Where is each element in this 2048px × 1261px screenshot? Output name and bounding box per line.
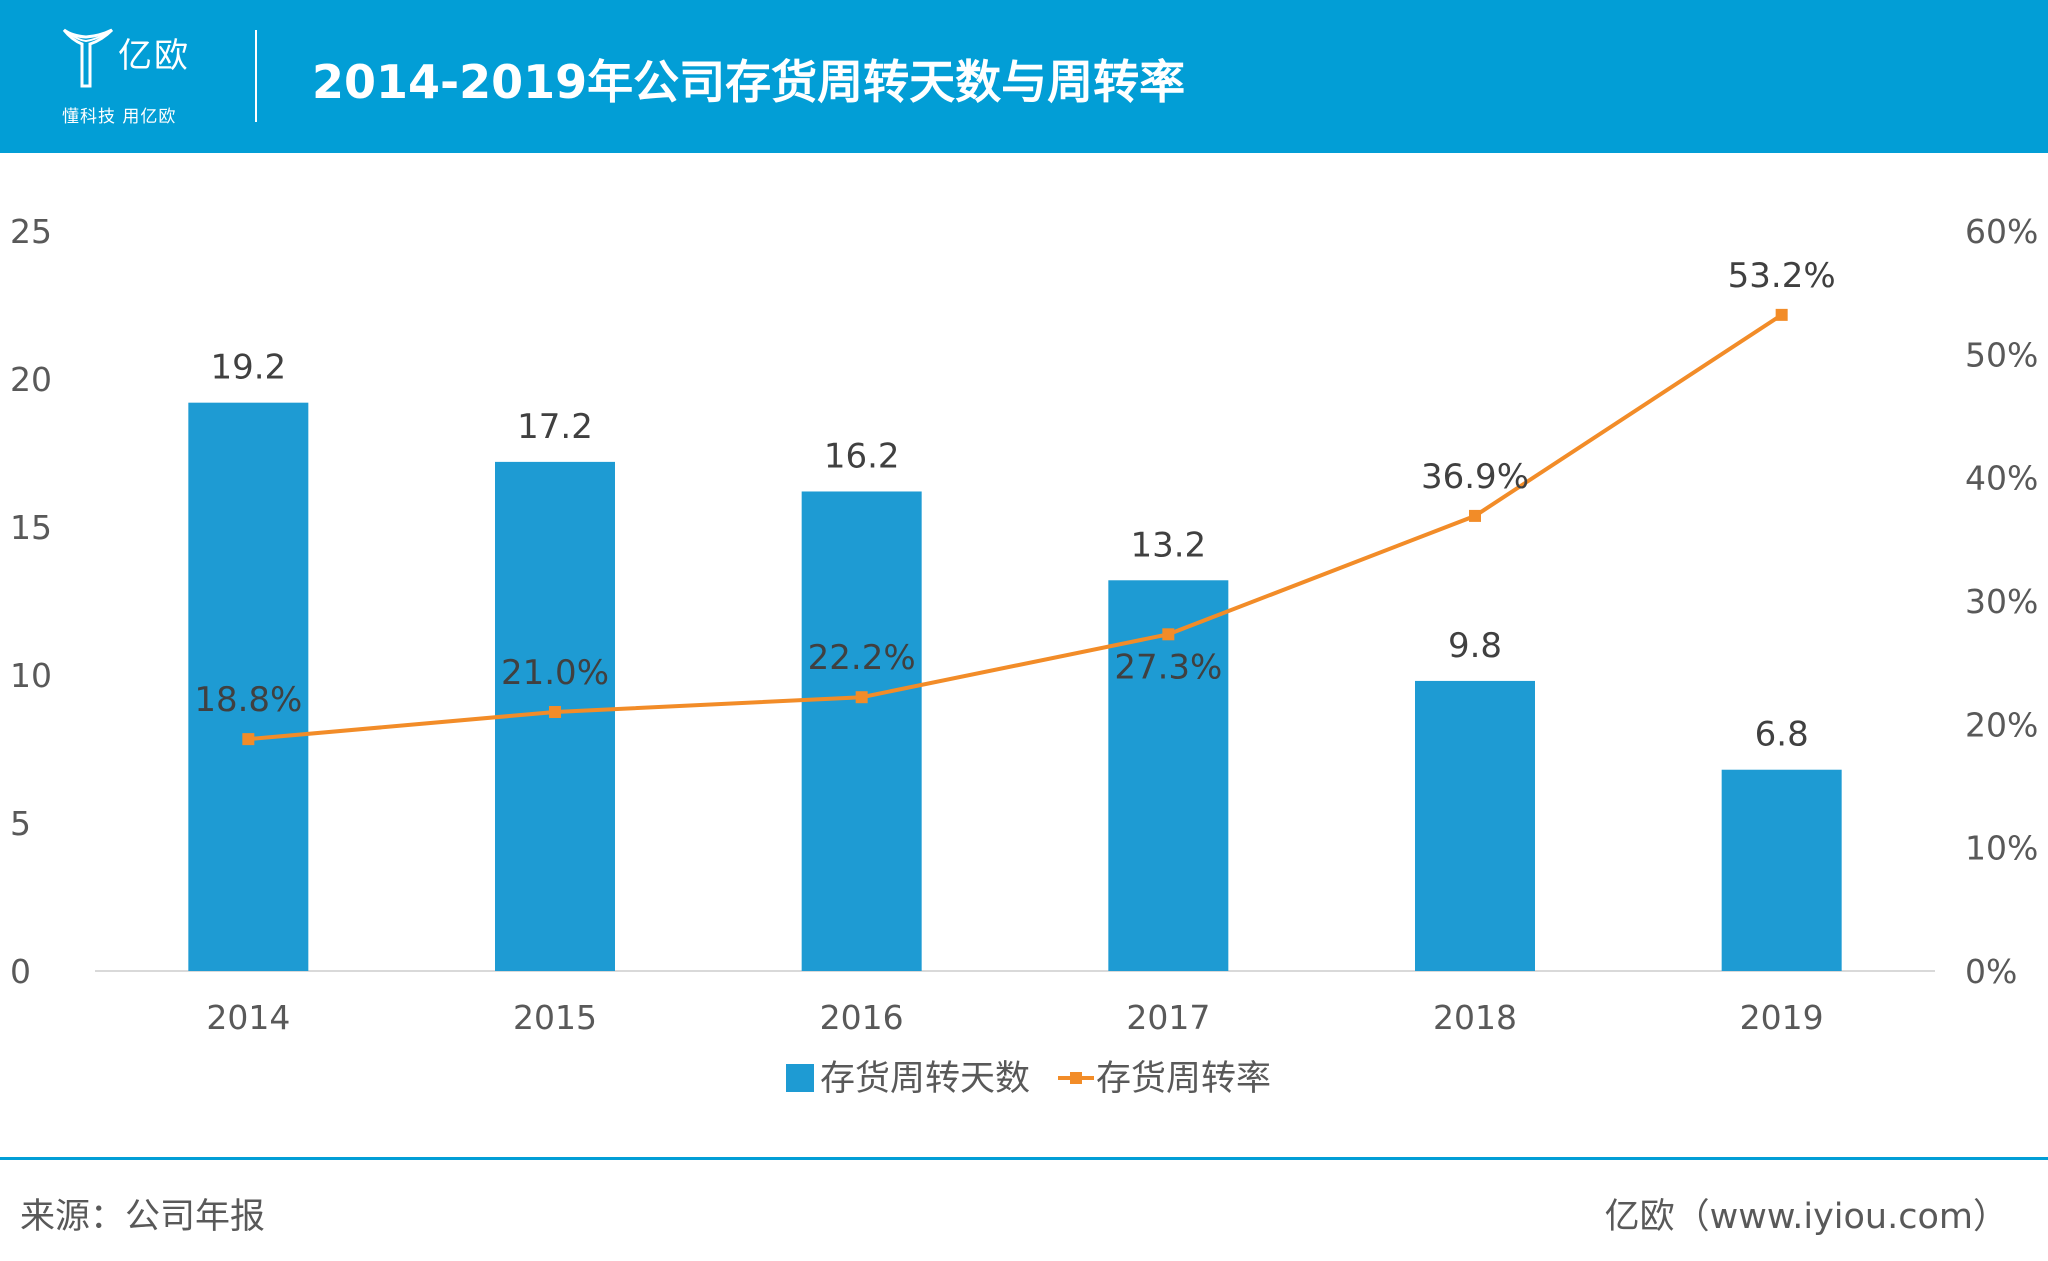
bar [1721, 769, 1842, 971]
legend-swatch-marker [1070, 1072, 1082, 1084]
right-tick-label: 0% [1965, 952, 2017, 991]
source-note: 来源：公司年报 [20, 1197, 266, 1237]
x-tick-label: 2018 [1433, 998, 1517, 1037]
right-tick-label: 20% [1965, 705, 2038, 744]
bar-data-label: 6.8 [1755, 715, 1809, 755]
line-series [242, 308, 1788, 746]
line-marker [855, 691, 868, 704]
header-divider [255, 30, 257, 122]
bar-series [188, 402, 1842, 971]
left-axis: 0 5 10 15 20 25 [10, 212, 52, 991]
logo-name: 亿欧 [118, 36, 190, 76]
left-tick-label: 5 [10, 804, 31, 843]
bar-data-label: 17.2 [517, 407, 593, 447]
line-path [248, 313, 1783, 742]
right-tick-label: 30% [1965, 582, 2038, 621]
x-tick-label: 2016 [820, 998, 904, 1037]
right-tick-label: 50% [1965, 335, 2038, 374]
bar [1108, 580, 1229, 971]
legend: 存货周转天数 存货周转率 [786, 1059, 1271, 1099]
legend-label-bar: 存货周转天数 [820, 1059, 1030, 1099]
right-tick-label: 10% [1965, 829, 2038, 868]
x-axis-labels: 2014 2015 2016 2017 2018 2019 [206, 998, 1823, 1037]
bar [188, 402, 309, 971]
x-tick-label: 2019 [1740, 998, 1824, 1037]
legend-swatch-bar [786, 1064, 814, 1092]
page-title: 2014-2019年公司存货周转天数与周转率 [312, 55, 1186, 109]
left-tick-label: 20 [10, 360, 52, 399]
bar [801, 491, 922, 971]
left-tick-label: 10 [10, 656, 52, 695]
bar-data-label: 13.2 [1130, 525, 1206, 565]
left-tick-label: 15 [10, 508, 52, 547]
line-marker [1775, 308, 1788, 321]
combo-chart: 0 5 10 15 20 25 0% 10% 20% 30% 40% 50% 60% 19.2 17.2… [10, 212, 2038, 1099]
site-link[interactable]: 亿欧（www.iyiou.com） [1604, 1197, 2008, 1237]
x-tick-label: 2017 [1126, 998, 1210, 1037]
line-data-label: 18.8% [194, 680, 302, 720]
footer-divider [0, 1157, 2048, 1160]
line-data-label: 53.2% [1728, 256, 1836, 296]
yiou-logo[interactable]: 亿欧 懂科技 用亿欧 [60, 26, 210, 130]
line-data-labels: 18.8% 21.0% 22.2% 27.3% 36.9% 53.2% [194, 256, 1835, 720]
x-tick-label: 2015 [513, 998, 597, 1037]
line-data-label: 21.0% [501, 653, 609, 693]
right-tick-label: 40% [1965, 459, 2038, 498]
line-data-label: 27.3% [1114, 647, 1222, 687]
line-data-label: 36.9% [1421, 457, 1529, 497]
right-tick-label: 60% [1965, 212, 2038, 251]
line-data-label: 22.2% [808, 638, 916, 678]
line-marker [1469, 509, 1481, 522]
legend-label-line: 存货周转率 [1096, 1059, 1271, 1099]
logo-slogan: 懂科技 用亿欧 [62, 107, 177, 127]
header-bar: 亿欧 懂科技 用亿欧 2014-2019年公司存货周转天数与周转率 [0, 0, 2048, 153]
left-tick-label: 0 [10, 952, 31, 991]
bar-data-label: 9.8 [1448, 626, 1502, 666]
line-marker [549, 706, 561, 718]
bar-data-labels: 19.2 17.2 16.2 13.2 9.8 6.8 [210, 348, 1808, 755]
bar-data-label: 16.2 [824, 436, 900, 476]
left-tick-label: 25 [10, 212, 52, 251]
x-tick-label: 2014 [206, 998, 290, 1037]
yiou-logo-icon [62, 28, 114, 88]
line-marker [242, 733, 255, 746]
bar-data-label: 19.2 [210, 348, 286, 388]
bar [1415, 680, 1535, 971]
line-marker [1162, 628, 1175, 641]
right-axis: 0% 10% 20% 30% 40% 50% 60% [1965, 212, 2038, 991]
